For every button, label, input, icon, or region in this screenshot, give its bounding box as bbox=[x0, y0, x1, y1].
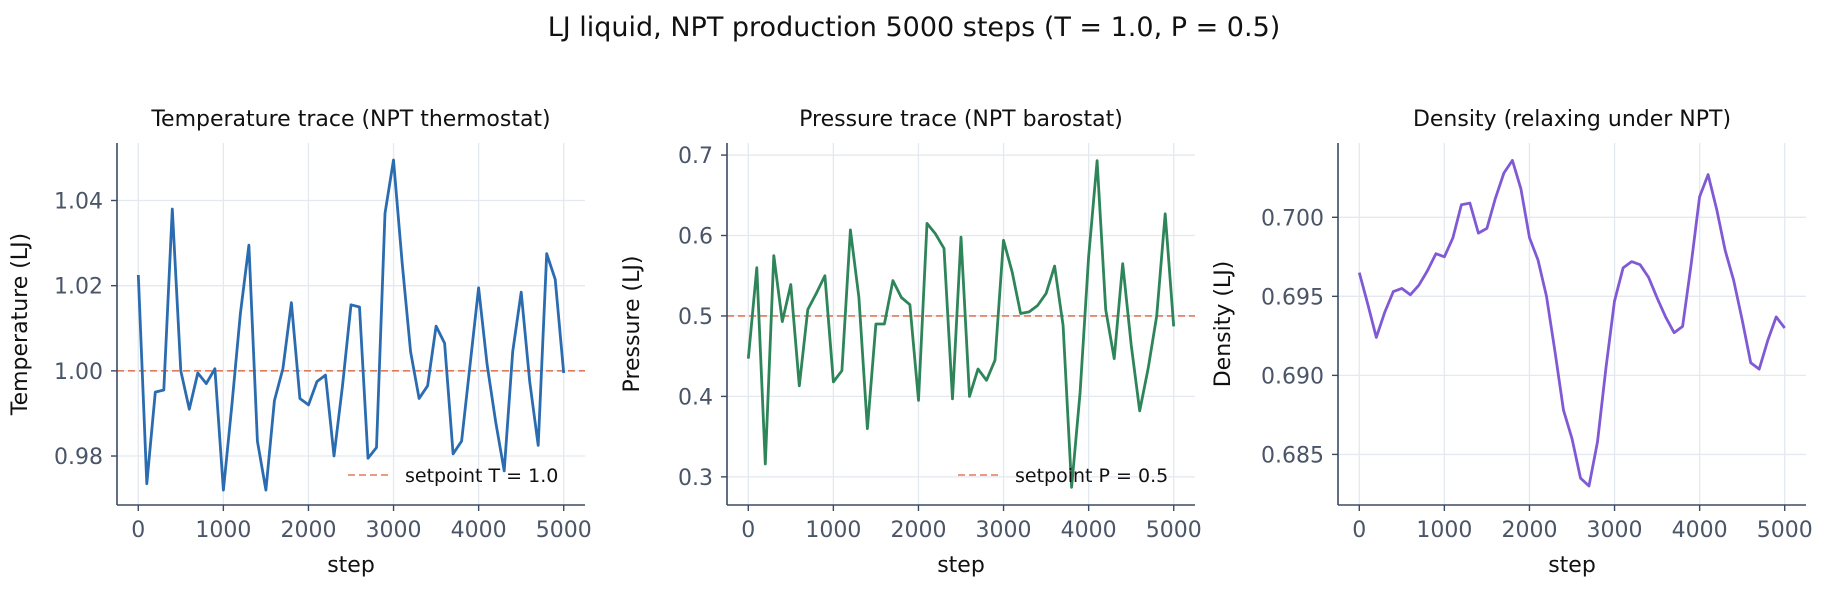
density-xaxis-label: step bbox=[1548, 553, 1596, 578]
temperature-ytick-label-2: 1.02 bbox=[54, 275, 103, 300]
density-panel-title: Density (relaxing under NPT) bbox=[1413, 107, 1731, 132]
temperature-xtick-label-4: 4000 bbox=[451, 518, 507, 543]
pressure-xtick-label-3: 3000 bbox=[976, 518, 1032, 543]
temperature-xtick-label-5: 5000 bbox=[536, 518, 592, 543]
pressure-xtick-label-2: 2000 bbox=[890, 518, 946, 543]
temperature-xtick-label-1: 1000 bbox=[195, 518, 251, 543]
density-xtick-label-3: 3000 bbox=[1587, 518, 1643, 543]
temperature-xtick-label-2: 2000 bbox=[280, 518, 336, 543]
pressure-ytick-label-1: 0.4 bbox=[678, 385, 713, 410]
density-series-line bbox=[1357, 158, 1786, 488]
density-ytick-label-0: 0.685 bbox=[1261, 443, 1324, 468]
temperature-ytick-label-0: 0.98 bbox=[54, 445, 103, 470]
density-panel: 0 1000 2000 3000 4000 5000 0.685 0.690 0.695 0.70… bbox=[1211, 107, 1813, 578]
density-xtick-label-2: 2000 bbox=[1501, 518, 1557, 543]
density-xtick-label-0: 0 bbox=[1352, 518, 1366, 543]
density-ytick-label-1: 0.690 bbox=[1261, 364, 1324, 389]
density-xtick-label-5: 5000 bbox=[1757, 518, 1813, 543]
pressure-xtick-label-4: 4000 bbox=[1061, 518, 1117, 543]
pressure-xtick-label-0: 0 bbox=[741, 518, 755, 543]
pressure-legend: setpoint P = 0.5 bbox=[958, 465, 1168, 487]
figure-title: LJ liquid, NPT production 5000 steps (T … bbox=[548, 12, 1281, 43]
density-ytick-label-3: 0.700 bbox=[1261, 206, 1324, 231]
temperature-yaxis-label: Temperature (LJ) bbox=[8, 233, 33, 416]
density-xtick-label-4: 4000 bbox=[1672, 518, 1728, 543]
temperature-legend: setpoint T = 1.0 bbox=[348, 465, 558, 487]
temperature-xtick-label-0: 0 bbox=[131, 518, 145, 543]
temperature-panel-title: Temperature trace (NPT thermostat) bbox=[150, 107, 550, 132]
pressure-ytick-label-0: 0.3 bbox=[678, 466, 713, 491]
pressure-xtick-label-1: 1000 bbox=[805, 518, 861, 543]
temperature-panel: 0 1000 2000 3000 4000 5000 0.98 1.00 1.02 1.04 Tem… bbox=[8, 107, 592, 578]
density-yaxis-label: Density (LJ) bbox=[1211, 261, 1236, 388]
temperature-ytick-label-3: 1.04 bbox=[54, 189, 103, 214]
temperature-ytick-label-1: 1.00 bbox=[54, 360, 103, 385]
temperature-series-line bbox=[136, 158, 566, 492]
pressure-ytick-label-2: 0.5 bbox=[678, 305, 713, 330]
pressure-legend-label: setpoint P = 0.5 bbox=[1015, 465, 1168, 487]
pressure-panel-title: Pressure trace (NPT barostat) bbox=[799, 107, 1123, 132]
pressure-series-line bbox=[746, 159, 1176, 489]
pressure-xtick-label-5: 5000 bbox=[1146, 518, 1202, 543]
pressure-yaxis-label: Pressure (LJ) bbox=[620, 256, 645, 393]
pressure-ytick-label-4: 0.7 bbox=[678, 144, 713, 169]
temperature-xtick-label-3: 3000 bbox=[366, 518, 422, 543]
pressure-ytick-label-3: 0.6 bbox=[678, 225, 713, 250]
temperature-xaxis-label: step bbox=[327, 553, 375, 578]
density-xtick-label-1: 1000 bbox=[1416, 518, 1472, 543]
pressure-xaxis-label: step bbox=[937, 553, 985, 578]
density-ytick-label-2: 0.695 bbox=[1261, 285, 1324, 310]
pressure-panel: 0 1000 2000 3000 4000 5000 0.3 0.4 0.5 0.6 0.7 Pres… bbox=[620, 107, 1202, 578]
temperature-legend-label: setpoint T = 1.0 bbox=[405, 465, 558, 487]
